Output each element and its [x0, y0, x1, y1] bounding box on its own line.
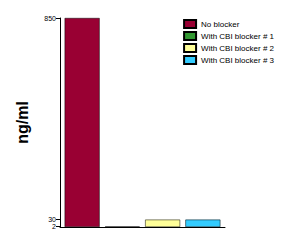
- svg-text:850: 850: [44, 15, 56, 22]
- svg-text:No blocker: No blocker: [201, 20, 240, 29]
- svg-text:ng/ml: ng/ml: [14, 101, 31, 144]
- svg-text:With CBI blocker # 1: With CBI blocker # 1: [201, 32, 274, 41]
- svg-text:With CBI blocker # 2: With CBI blocker # 2: [201, 44, 274, 53]
- svg-text:With CBI blocker # 3: With CBI blocker # 3: [201, 56, 274, 65]
- svg-text:30: 30: [48, 216, 56, 223]
- svg-text:2: 2: [52, 223, 56, 230]
